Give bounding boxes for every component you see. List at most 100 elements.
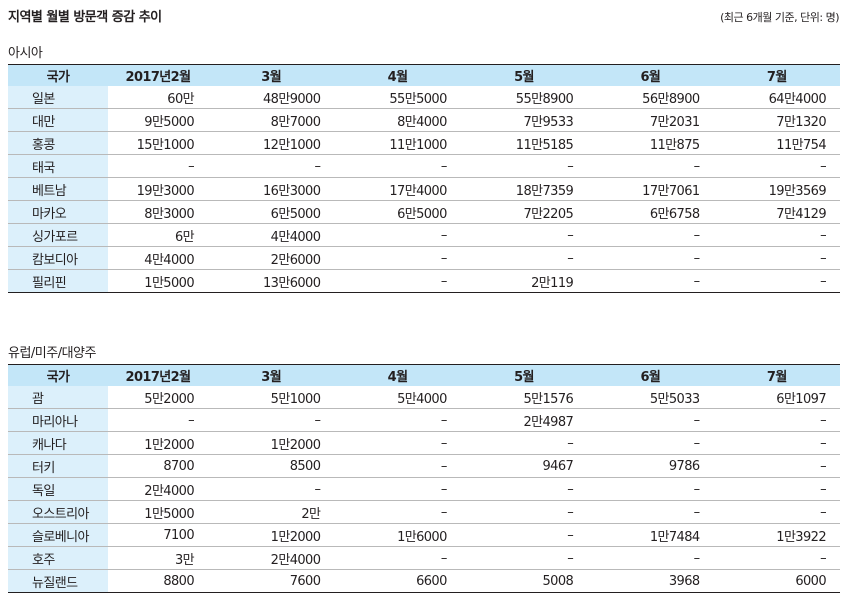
visitor-count-cell: –	[460, 477, 588, 501]
visitor-count-cell: 8700	[108, 454, 208, 478]
visitor-count-cell: 5만1000	[208, 386, 335, 409]
asia-visitor-table: 국가 2017년2월 3월 4월 5월 6월 7월 일본 60만 48만9000 55만5000 5…	[8, 64, 840, 293]
visitor-count-cell: 19만3569	[713, 177, 840, 201]
table-row: 호주 3만 2만4000– – – –	[8, 546, 840, 570]
visitor-count-cell: 60만	[108, 86, 208, 109]
visitor-count-cell: –	[587, 431, 714, 455]
visitor-count-cell: –	[713, 154, 840, 178]
table-header-row: 국가 2017년2월 3월 4월 5월 6월 7월	[8, 64, 840, 86]
visitor-count-cell: 3만	[108, 546, 208, 570]
visitor-count-cell: –	[334, 500, 461, 524]
visitor-count-cell: –	[713, 454, 840, 478]
visitor-count-cell: –	[460, 500, 588, 524]
visitor-count-cell: –	[460, 223, 588, 247]
visitor-count-cell: 1만2000	[208, 431, 335, 455]
visitor-count-cell: –	[208, 154, 335, 178]
table-header-row: 국가 2017년2월 3월 4월 5월 6월 7월	[8, 364, 840, 386]
column-header-month: 7월	[713, 364, 840, 386]
visitor-count-cell: 7600	[208, 569, 335, 593]
column-header-month: 5월	[460, 64, 588, 86]
visitor-count-cell: 6000	[713, 569, 840, 593]
visitor-count-cell: –	[460, 546, 588, 570]
visitor-count-cell: 3968	[587, 569, 714, 593]
column-header-month: 6월	[587, 364, 714, 386]
visitor-count-cell: 6600	[334, 569, 461, 593]
country-cell: 필리핀	[8, 269, 108, 293]
visitor-count-cell: 55만5000	[334, 86, 461, 109]
visitor-count-cell: –	[108, 154, 208, 178]
visitor-count-cell: 64만4000	[713, 86, 840, 109]
visitor-count-cell: –	[334, 546, 461, 570]
visitor-count-cell: 7100	[108, 523, 208, 547]
visitor-count-cell: 7만4129	[713, 200, 840, 224]
table-row: 독일 2만4000– – – – –	[8, 477, 840, 501]
visitor-count-cell: –	[334, 431, 461, 455]
visitor-count-cell: 6만5000	[208, 200, 335, 224]
visitor-count-cell: 9467	[460, 454, 588, 478]
column-header-month: 5월	[460, 364, 588, 386]
country-cell: 오스트리아	[8, 500, 108, 524]
visitor-count-cell: 11만1000	[334, 131, 461, 155]
visitor-count-cell: 13만6000	[208, 269, 335, 293]
visitor-count-cell: 8만3000	[108, 200, 208, 224]
table-row: 오스트리아 1만5000 2만 – – – –	[8, 500, 840, 524]
page-title: 지역별 월별 방문객 증감 추이	[8, 10, 162, 25]
visitor-count-cell: 15만1000	[108, 131, 208, 155]
visitor-count-cell: –	[713, 477, 840, 501]
visitor-count-cell: –	[587, 223, 714, 247]
visitor-count-cell: –	[587, 269, 714, 293]
visitor-count-cell: 56만8900	[587, 86, 714, 109]
visitor-count-cell: –	[713, 431, 840, 455]
visitor-count-cell: –	[587, 500, 714, 524]
country-cell: 마리아나	[8, 408, 108, 432]
visitor-count-cell: –	[334, 408, 461, 432]
visitor-count-cell: –	[587, 477, 714, 501]
visitor-count-cell: 5만5033	[587, 386, 714, 409]
visitor-count-cell: 6만5000	[334, 200, 461, 224]
visitor-count-cell: 1만3922	[713, 523, 840, 547]
visitor-count-cell: –	[460, 431, 588, 455]
country-cell: 독일	[8, 477, 108, 501]
visitor-count-cell: 9786	[587, 454, 714, 478]
visitor-count-cell: –	[713, 500, 840, 524]
visitor-count-cell: –	[713, 269, 840, 293]
visitor-count-cell: 7만2205	[460, 200, 588, 224]
visitor-count-cell: 7만2031	[587, 108, 714, 132]
country-cell: 마카오	[8, 200, 108, 224]
table-row: 마카오 8만3000 6만5000 6만5000 7만2205 6만6758 7만4129	[8, 200, 840, 224]
visitor-count-cell: 12만1000	[208, 131, 335, 155]
visitor-count-cell: 2만4000	[108, 477, 208, 501]
table-row: 일본 60만 48만9000 55만5000 55만8900 56만8900 64만4000	[8, 86, 840, 109]
visitor-count-cell: 5만1576	[460, 386, 588, 409]
visitor-count-cell: –	[334, 454, 461, 478]
visitor-count-cell: 7만9533	[460, 108, 588, 132]
visitor-count-cell: –	[460, 154, 588, 178]
visitor-count-cell: 17만7061	[587, 177, 714, 201]
visitor-count-cell: 2만119	[460, 269, 588, 293]
column-header-month: 2017년2월	[108, 364, 208, 386]
table-row: 슬로베니아 7100 1만2000 1만6000–1만7484 1만3922	[8, 523, 840, 547]
column-header-month: 3월	[208, 64, 335, 86]
country-cell: 캐나다	[8, 431, 108, 455]
country-cell: 괌	[8, 386, 108, 409]
table-row: 뉴질랜드 8800 7600 6600 5008 3968 6000	[8, 569, 840, 593]
table-row: 태국 – – – – – –	[8, 154, 840, 178]
table-row: 대만 9만5000 8만7000 8만4000 7만9533 7만2031 7만1320	[8, 108, 840, 132]
visitor-count-cell: –	[334, 223, 461, 247]
column-header-month: 6월	[587, 64, 714, 86]
country-cell: 대만	[8, 108, 108, 132]
visitor-count-cell: 6만6758	[587, 200, 714, 224]
visitor-count-cell: 8800	[108, 569, 208, 593]
column-header-month: 4월	[334, 64, 461, 86]
visitor-count-cell: –	[334, 477, 461, 501]
column-header-month: 2017년2월	[108, 64, 208, 86]
table-row: 필리핀 1만5000 13만6000–2만119– –	[8, 269, 840, 293]
visitor-count-cell: 5만2000	[108, 386, 208, 409]
visitor-count-cell: 5008	[460, 569, 588, 593]
visitor-count-cell: 17만4000	[334, 177, 461, 201]
visitor-count-cell: 6만1097	[713, 386, 840, 409]
visitor-count-cell: –	[208, 408, 335, 432]
table-row: 캄보디아 4만4000 2만6000– – – –	[8, 246, 840, 270]
visitor-count-cell: 8만4000	[334, 108, 461, 132]
visitor-count-cell: 11만754	[713, 131, 840, 155]
